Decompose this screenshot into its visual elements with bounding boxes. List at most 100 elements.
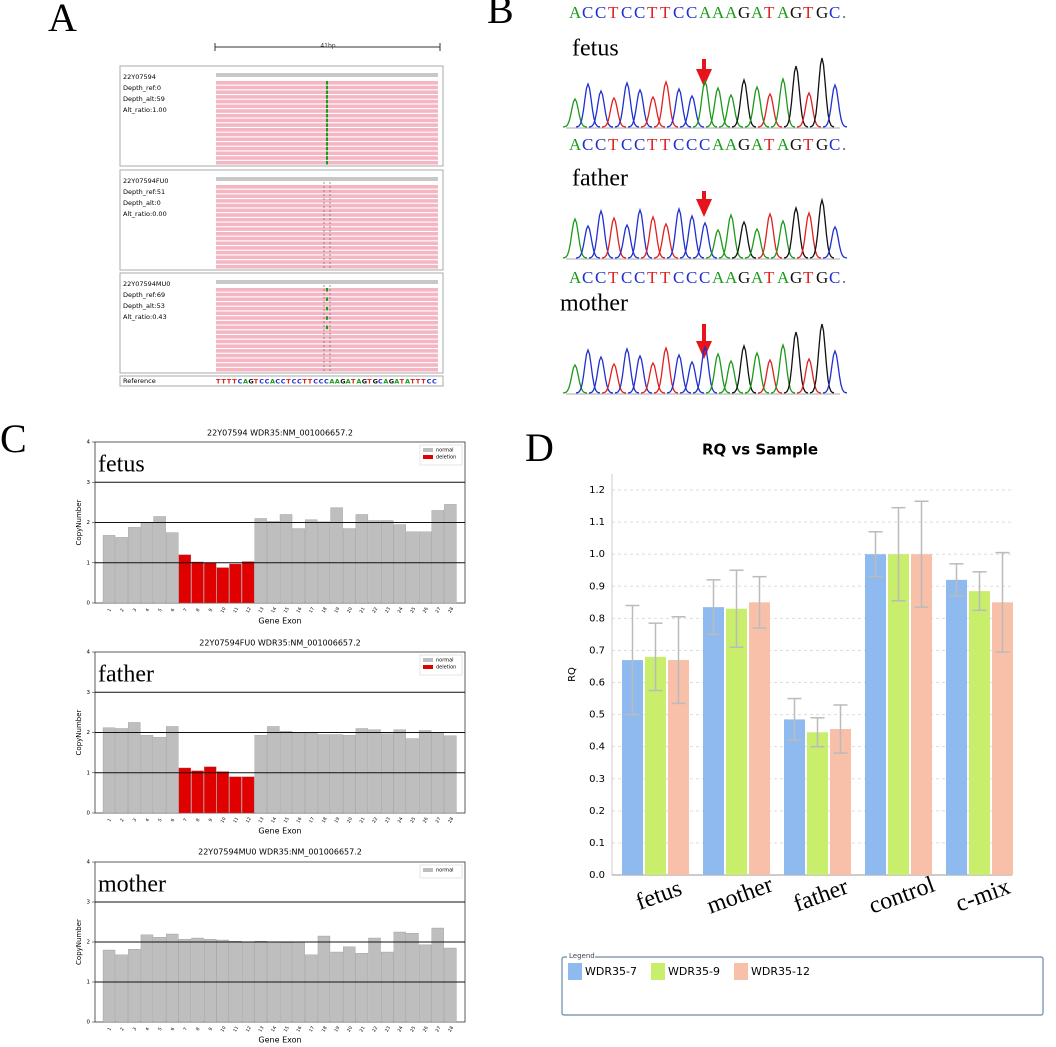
- trace-peak: [744, 351, 770, 394]
- bar: [343, 528, 356, 604]
- trace-peak: [822, 83, 848, 128]
- bar: [279, 731, 293, 814]
- trace-peak: [666, 87, 692, 128]
- y-tick-label: 0.3: [589, 774, 605, 785]
- bar: [203, 766, 217, 814]
- bar: [406, 738, 419, 814]
- x-tick-label: mother: [704, 872, 777, 920]
- y-tick-label: 4: [87, 860, 91, 866]
- bar: [229, 776, 242, 814]
- y-tick-label: 0: [87, 1020, 91, 1026]
- trace-peak: [796, 210, 822, 259]
- y-tick-label: 2: [87, 730, 91, 736]
- bar: [418, 531, 432, 604]
- read: [216, 236, 438, 241]
- trace-peak: [718, 93, 744, 128]
- legend-label: WDR35-9: [668, 965, 720, 978]
- trace-peak: [705, 352, 731, 394]
- x-tick-label: 18: [321, 1025, 329, 1033]
- x-tick-label: 15: [283, 1025, 291, 1033]
- x-tick-label: 1: [106, 607, 113, 613]
- bar: [178, 767, 192, 814]
- legend-swatch: [734, 963, 748, 980]
- read: [216, 367, 438, 372]
- read: [216, 203, 438, 208]
- trace-peak: [601, 362, 627, 394]
- sample-label: mother: [560, 291, 628, 317]
- trace-peak: [718, 213, 744, 259]
- trace-peak: [809, 197, 835, 259]
- legend-label: deletion: [436, 665, 456, 671]
- bar: [267, 726, 280, 814]
- bar: [254, 735, 267, 814]
- bar: [140, 735, 154, 814]
- x-tick-label: 18: [321, 816, 329, 824]
- chart-title: RQ vs Sample: [702, 441, 818, 459]
- trace-peak: [588, 355, 614, 394]
- bar: [292, 528, 305, 604]
- bar: [178, 554, 192, 604]
- x-tick-label: 24: [397, 816, 405, 824]
- reference-label: Reference: [123, 377, 156, 385]
- trace-peak: [692, 78, 718, 128]
- sample-label: fetus: [572, 36, 619, 62]
- x-tick-label: 2: [119, 607, 126, 613]
- x-tick-label: 18: [321, 606, 329, 614]
- x-tick-label: 7: [182, 1026, 189, 1032]
- x-tick-label: 11: [232, 1025, 240, 1033]
- variant: [326, 297, 328, 301]
- bar: [406, 933, 419, 1023]
- bar: [418, 944, 432, 1023]
- variant: [326, 306, 328, 311]
- coverage: [216, 280, 438, 284]
- bar: [203, 939, 217, 1023]
- x-tick-label: 28: [447, 606, 455, 614]
- x-tick-label: 7: [182, 607, 189, 613]
- trace-peak: [614, 347, 640, 394]
- x-tick-label: 9: [208, 1026, 215, 1032]
- trace-peak: [575, 82, 601, 128]
- x-tick-label: 3: [132, 607, 139, 613]
- x-tick-label: 5: [157, 607, 164, 613]
- trace-peak: [809, 57, 835, 128]
- legend-swatch: [651, 963, 665, 980]
- trace-peak: [666, 353, 692, 394]
- trace-peak: [601, 216, 627, 259]
- x-tick-label: 19: [333, 816, 341, 824]
- read: [216, 292, 438, 297]
- bar: [749, 602, 770, 875]
- read: [216, 208, 438, 213]
- bar: [102, 949, 116, 1023]
- x-axis-label: Gene Exon: [258, 1036, 301, 1044]
- x-tick-label: 11: [232, 606, 240, 614]
- trace-peak: [770, 342, 796, 394]
- bar: [380, 520, 394, 604]
- bar: [393, 931, 406, 1023]
- read: [216, 335, 438, 339]
- trace-peak: [666, 206, 692, 259]
- y-tick-label: 2: [87, 940, 91, 946]
- sample-label: father: [572, 166, 628, 192]
- coverage: [216, 177, 438, 181]
- legend-swatch: [423, 665, 433, 669]
- x-tick-label: 6: [170, 607, 177, 613]
- variant: [326, 288, 328, 292]
- x-tick-label: 13: [257, 1025, 265, 1033]
- trace-peak: [692, 344, 718, 394]
- legend-swatch: [423, 455, 433, 459]
- bar: [166, 532, 179, 604]
- x-tick-label: c-mix: [952, 874, 1014, 918]
- y-tick-label: 4: [87, 440, 91, 446]
- chart-title: 22Y07594MU0 WDR35:NM_001006657.2: [198, 848, 362, 857]
- bar: [368, 520, 381, 604]
- bar: [726, 608, 747, 875]
- bar: [380, 951, 394, 1023]
- legend-title-bg: [567, 952, 595, 960]
- x-tick-label: 22: [371, 816, 379, 824]
- sequence: ACCT CCT T CCCAAGAT AGT GC.: [569, 268, 846, 287]
- trace-peak: [562, 217, 588, 259]
- track-stat: Alt_ratio:0.00: [123, 210, 167, 218]
- x-tick-label: 5: [157, 1026, 164, 1032]
